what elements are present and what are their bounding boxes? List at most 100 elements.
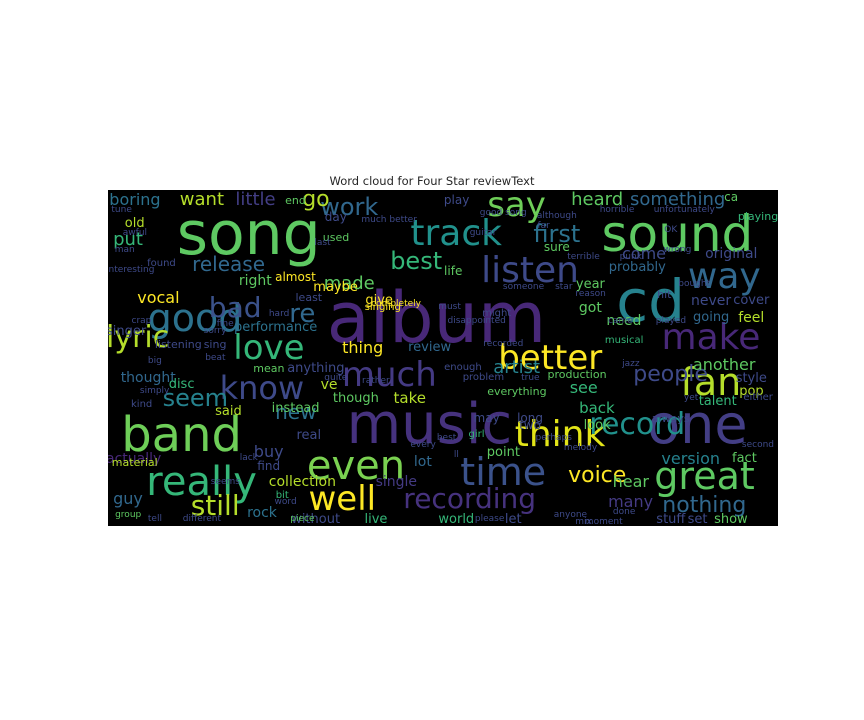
word-right: right	[238, 272, 272, 289]
word-everything: everything	[487, 385, 547, 399]
word-bit: bit	[275, 489, 289, 501]
word-jazz: jazz	[622, 359, 640, 370]
word-buy: buy	[253, 442, 284, 462]
word-simply: simply	[139, 386, 170, 397]
word-guitar: guitar	[469, 228, 497, 239]
word-come: come	[622, 243, 667, 263]
word-good-song: good song	[479, 208, 527, 219]
word-different: different	[182, 513, 222, 524]
word-unfortunately: unfortunately	[653, 204, 715, 215]
word-performance: performance	[234, 320, 318, 336]
word-sorry: sorry	[203, 325, 227, 336]
word-hit: hit	[657, 287, 672, 301]
word-play: play	[443, 193, 470, 208]
word-think: think	[514, 414, 606, 456]
word-last: last	[314, 238, 331, 249]
word-another: another	[692, 354, 756, 374]
word-live: live	[364, 511, 388, 526]
word-day: day	[324, 209, 347, 224]
word-least: least	[295, 291, 323, 305]
word-good: good	[147, 295, 243, 340]
word-something: something	[630, 190, 726, 211]
word-old: old	[124, 216, 145, 232]
word-bought: bought	[678, 278, 711, 289]
word-rock: rock	[247, 504, 277, 521]
word-terrible: terrible	[567, 251, 600, 262]
word-one: one	[647, 393, 748, 457]
word-find: find	[257, 458, 281, 473]
word-look: look	[583, 417, 611, 433]
word-interesting: interesting	[108, 265, 155, 276]
word-feel: feel	[738, 309, 765, 326]
word-tell: tell	[147, 513, 162, 524]
word-going: going	[693, 310, 730, 326]
word-wrong: wrong	[663, 244, 692, 255]
word-sing: sing	[203, 338, 227, 352]
word-sound: sound	[601, 204, 754, 263]
word-never: never	[691, 292, 732, 309]
word-disappointed: disappointed	[447, 315, 506, 326]
word-heard: heard	[571, 190, 624, 211]
word-punk: punk	[619, 251, 642, 262]
word-group: group	[115, 510, 142, 521]
word-reason: reason	[575, 288, 606, 299]
word-might: might	[482, 308, 512, 320]
word-collection: collection	[268, 474, 336, 491]
word-bad: bad	[208, 290, 262, 324]
word-want: want	[179, 190, 225, 211]
word-lyric: lyric	[108, 319, 170, 355]
word-put: put	[113, 229, 143, 251]
word-completely: completely	[371, 298, 421, 309]
word-thing: thing	[342, 337, 384, 357]
word-go: go	[302, 190, 330, 213]
word-voice: voice	[568, 462, 627, 488]
word-big: big	[147, 355, 162, 366]
word-kind: kind	[131, 399, 153, 411]
word-anyone: anyone	[553, 510, 588, 521]
word-may: may	[473, 411, 500, 426]
word-two: two	[519, 418, 541, 433]
word-re: re	[289, 299, 316, 330]
word-song: song	[176, 198, 321, 269]
word-give: give	[365, 293, 393, 309]
word-ok: OK	[664, 224, 678, 235]
word-point: point	[486, 444, 520, 460]
word-singing: singing	[364, 301, 401, 313]
word-perhaps: perhaps	[535, 433, 572, 444]
word-found: found	[147, 257, 176, 269]
word-girl: girl	[468, 429, 485, 441]
word-lack: lack	[239, 453, 258, 464]
word-please: please	[474, 513, 505, 524]
word-man: man	[114, 244, 135, 255]
word-second: second	[741, 439, 774, 450]
word-melody: melody	[563, 443, 598, 454]
word-maybe: maybe	[313, 279, 358, 295]
word-anything: anything	[287, 360, 345, 376]
word-stuff: stuff	[656, 511, 686, 526]
word-listen: listen	[481, 249, 579, 291]
word-true: true	[521, 372, 540, 383]
word-show: show	[714, 511, 748, 526]
word-better: better	[498, 338, 603, 378]
word-musical: musical	[604, 335, 644, 347]
word-new: new	[275, 399, 317, 424]
word-cover: cover	[733, 293, 770, 309]
word-time: time	[460, 450, 547, 495]
word-always: always	[651, 411, 690, 425]
word-style: style	[735, 370, 767, 386]
word-instead: instead	[271, 400, 320, 416]
word-though: though	[332, 390, 379, 406]
word-recorded: recorded	[483, 339, 524, 350]
word-still: still	[190, 488, 240, 522]
word-seems: seems	[210, 476, 240, 487]
word-pop: pop	[739, 384, 764, 400]
word-life: life	[444, 263, 463, 278]
word-work: work	[320, 192, 379, 221]
word-must: must	[438, 302, 461, 313]
word-cd: cd	[616, 266, 685, 335]
word-crap: crap	[131, 315, 152, 326]
word-first: first	[533, 219, 581, 248]
word-many: many	[608, 492, 654, 512]
word-little: little	[235, 190, 276, 211]
word-rather: rather	[362, 376, 390, 387]
